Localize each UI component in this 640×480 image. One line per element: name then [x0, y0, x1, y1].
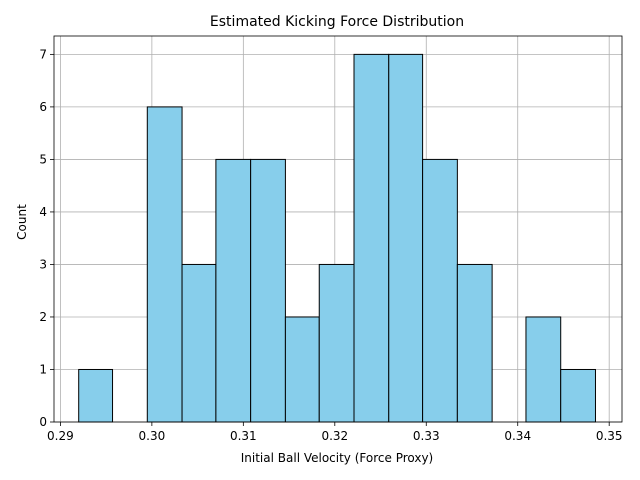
y-tick-label: 2 — [39, 310, 47, 324]
x-tick-label: 0.35 — [596, 429, 623, 443]
bars — [78, 53, 596, 423]
histogram-bar — [422, 158, 458, 423]
y-tick-label: 0 — [39, 415, 47, 429]
y-tick-label: 6 — [39, 100, 47, 114]
histogram-bar — [78, 368, 114, 423]
y-tick-label: 5 — [39, 152, 47, 166]
histogram-bar — [146, 106, 183, 423]
chart-title: Estimated Kicking Force Distribution — [210, 14, 464, 30]
y-tick-label: 7 — [39, 47, 47, 61]
histogram-bar — [525, 316, 562, 423]
y-axis-label: Count — [15, 204, 29, 240]
histogram-bar — [353, 53, 390, 423]
histogram-bar — [318, 263, 355, 423]
histogram-bar — [284, 316, 320, 423]
x-tick-label: 0.34 — [504, 429, 531, 443]
x-tick-label: 0.31 — [230, 429, 257, 443]
x-axis-label: Initial Ball Velocity (Force Proxy) — [241, 451, 434, 465]
x-tick-label: 0.32 — [321, 429, 348, 443]
histogram-bar — [456, 263, 493, 423]
y-tick-label: 1 — [39, 362, 47, 376]
histogram-bar — [215, 158, 252, 423]
histogram-bar — [250, 158, 286, 423]
plot-frame — [53, 35, 623, 423]
y-tick-label: 4 — [39, 205, 47, 219]
histogram-bar — [560, 368, 596, 423]
histogram-bar — [181, 263, 217, 423]
x-tick-label: 0.30 — [139, 429, 166, 443]
y-tick-label: 3 — [39, 257, 47, 271]
x-tick-label: 0.29 — [47, 429, 74, 443]
histogram-bar — [388, 53, 424, 423]
x-tick-label: 0.33 — [413, 429, 440, 443]
axis-ticks: 0.29 0.30 0.31 0.32 0.33 0.34 0.35 0 1 2 3 4 5 6 7 — [39, 47, 622, 443]
